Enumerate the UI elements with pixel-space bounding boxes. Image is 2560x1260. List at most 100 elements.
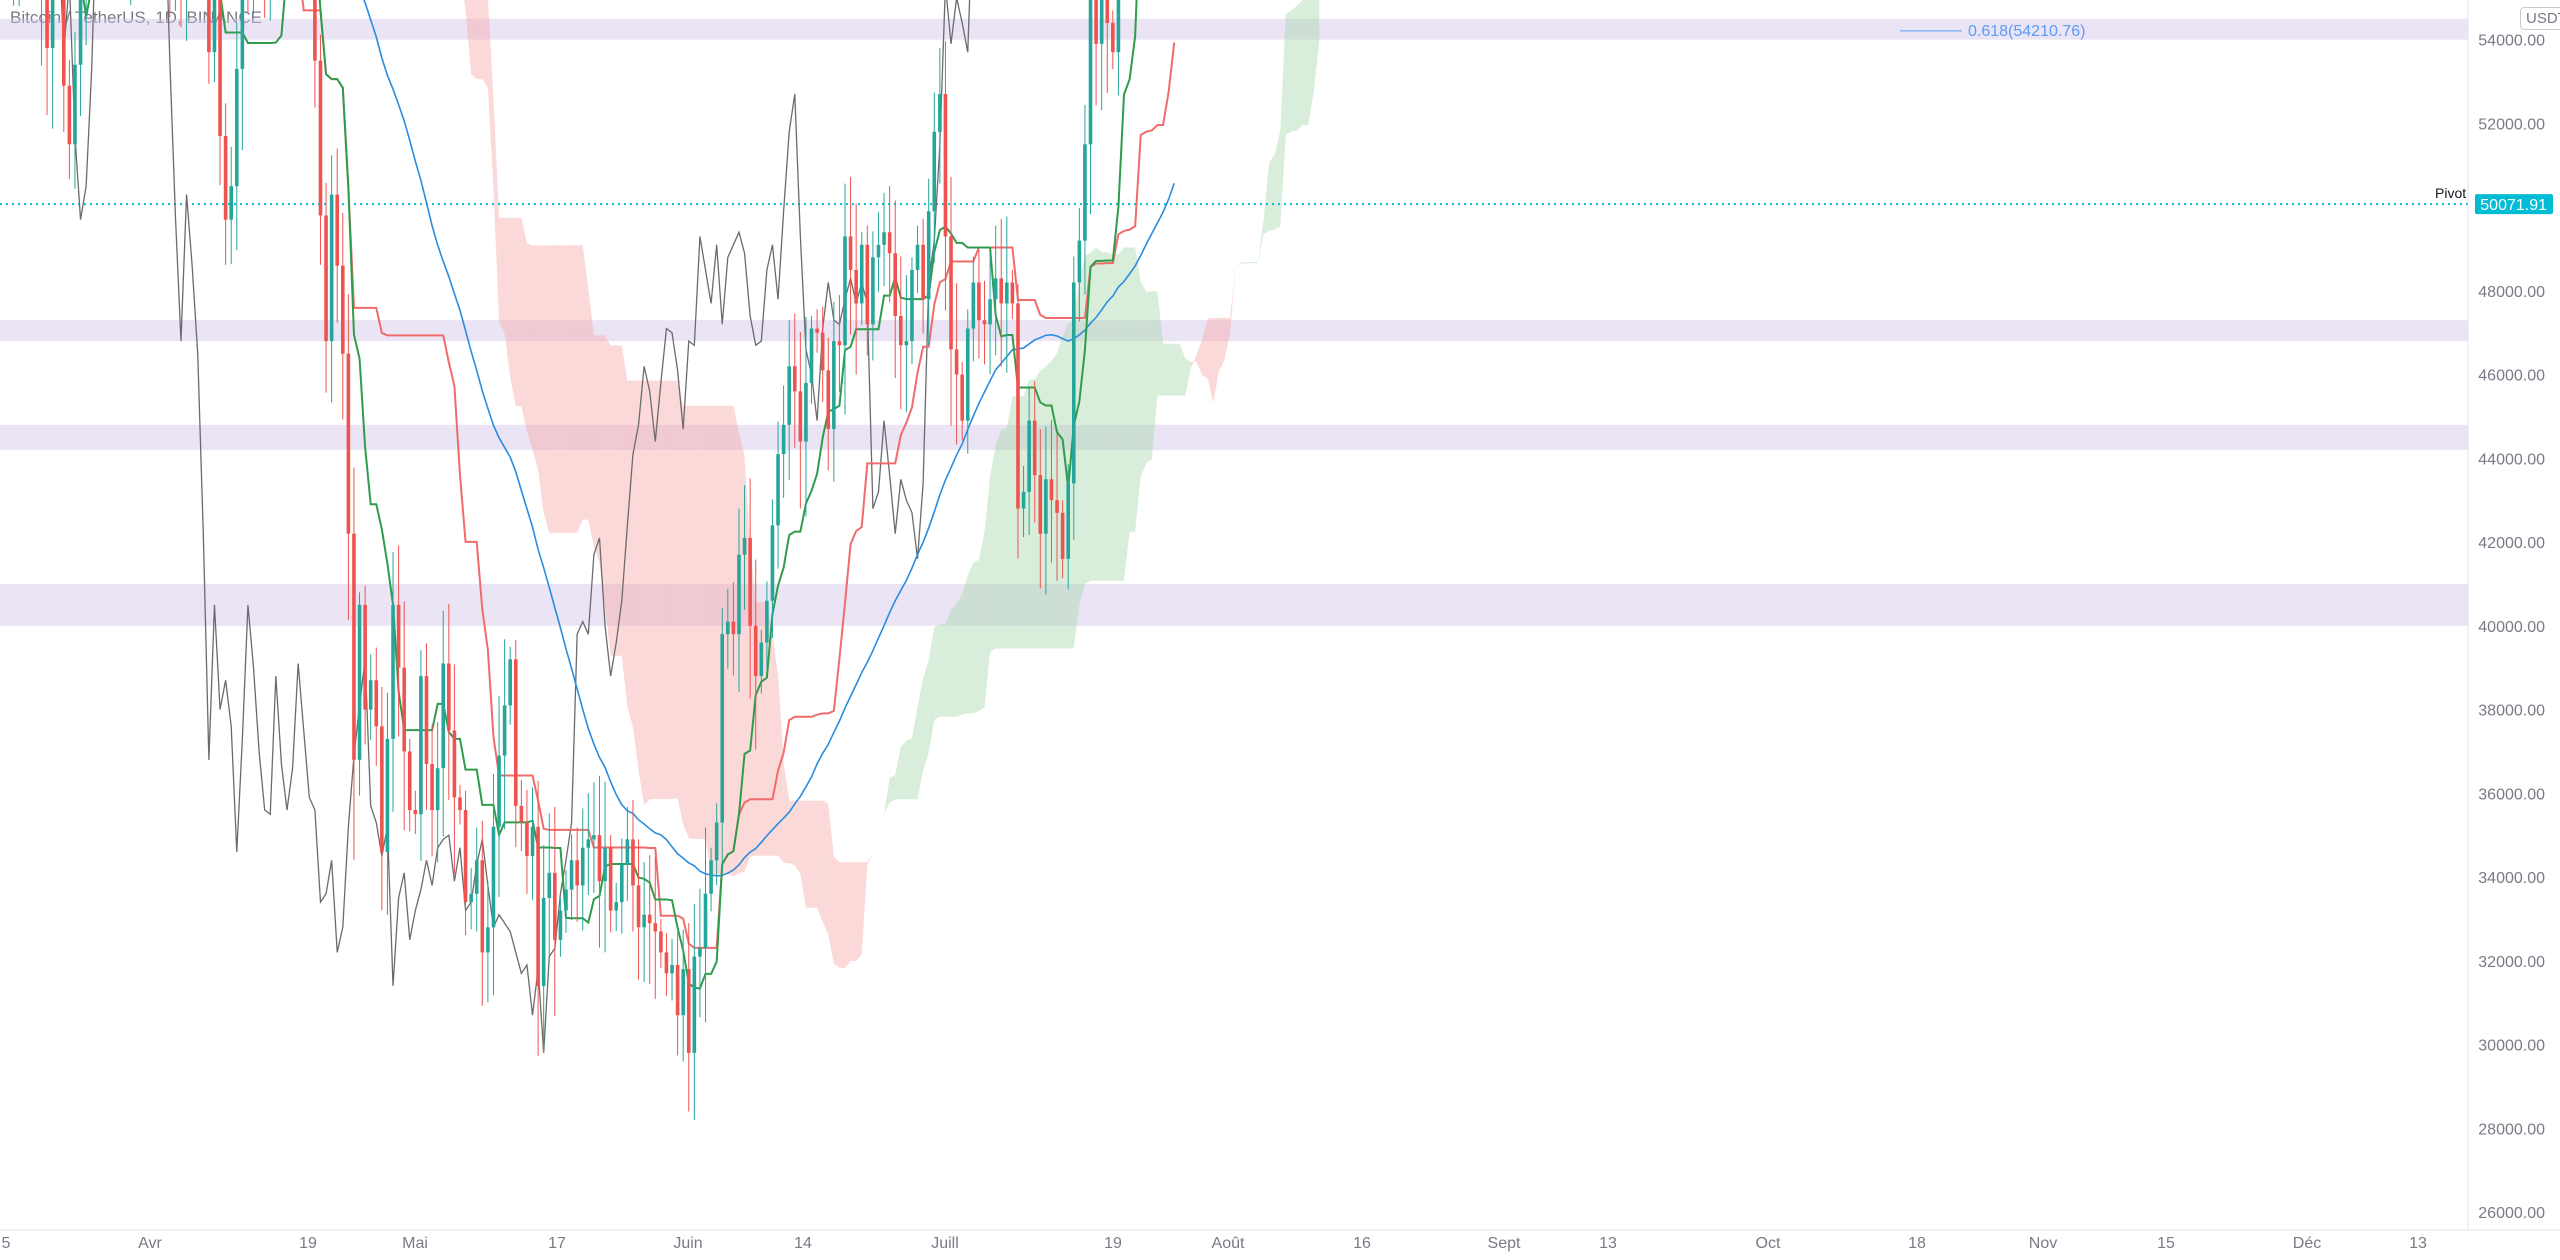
indicator-lines — [60, 0, 1176, 1053]
cloud-segment — [805, 800, 812, 908]
candle-body — [625, 839, 630, 865]
time-tick-label: Mai — [402, 1235, 428, 1252]
cloud-segment — [660, 380, 667, 799]
candle-body — [1010, 282, 1015, 304]
candle-body — [792, 366, 797, 392]
price-axis[interactable]: 26000.00 28000.00 30000.00 32000.00 34000.00… — [2467, 0, 2545, 1230]
cloud-segment — [499, 217, 505, 334]
time-tick-label: 5 — [2, 1235, 11, 1252]
candle-body — [954, 349, 959, 375]
cloud-segment — [1107, 252, 1113, 581]
cloud-segment — [744, 456, 751, 872]
cloud-segment — [1135, 247, 1141, 532]
candle-body — [943, 94, 948, 237]
candle-body — [731, 621, 736, 635]
cloud-segment — [493, 97, 500, 322]
moving-average-line — [363, 0, 1175, 877]
candle-body — [491, 826, 496, 928]
cloud-segment — [978, 532, 985, 711]
candle-body — [419, 676, 423, 815]
cloud-segment — [1296, 0, 1303, 131]
cloud-segment — [577, 245, 583, 533]
candle-body — [207, 0, 211, 53]
cloud-segment — [1207, 317, 1214, 403]
zone-band — [0, 18, 2468, 40]
cloud-segment — [621, 345, 628, 708]
candle-body — [1005, 282, 1009, 304]
candle-body — [50, 0, 55, 49]
time-tick-label: 13 — [2409, 1235, 2427, 1252]
candle-body — [396, 604, 401, 668]
cloud-segment — [1274, 131, 1281, 230]
candle-body — [1021, 491, 1026, 509]
cloud-segment — [951, 603, 957, 717]
cloud-segment — [515, 217, 522, 407]
cloud-segment — [677, 380, 684, 825]
candle-body — [642, 914, 646, 928]
candle-body — [965, 328, 970, 421]
candle-body — [1016, 303, 1020, 509]
cloud-segment — [1218, 317, 1225, 372]
cloud-segment — [733, 405, 739, 877]
candle-body — [363, 604, 367, 710]
fib-label: 0.618(54210.76) — [1968, 23, 2085, 40]
candle-body — [424, 676, 429, 764]
candle-body — [820, 332, 825, 371]
fibonacci-extension: 1.618(77852.76)1.44(73644.48)1.272(69672… — [1900, 23, 2085, 40]
time-axis[interactable]: 5 Avr 19 Mai 17 Juin 14 Juill 19 Août 16 Sept 13 Oct 1… — [0, 1229, 2560, 1252]
candle-body — [580, 847, 585, 886]
candle-body — [62, 0, 66, 86]
candle-body — [720, 634, 725, 823]
candle-body — [391, 604, 395, 739]
cloud-segment — [1308, 0, 1314, 125]
candle-body — [843, 236, 847, 346]
cloud-segment — [833, 856, 840, 968]
time-tick-label: 13 — [1599, 1235, 1617, 1252]
candle-body — [402, 667, 406, 752]
candle-body — [910, 269, 914, 342]
candle-body — [463, 810, 468, 903]
candle-body — [541, 897, 546, 986]
candle-body — [513, 659, 518, 806]
cloud-segment — [1185, 358, 1191, 396]
candle-body — [832, 341, 836, 430]
zone-band — [0, 320, 2468, 342]
cloud-segment — [616, 345, 622, 656]
candle-body — [882, 232, 886, 245]
cloud-segment — [822, 800, 829, 935]
candle-body — [1066, 483, 1070, 559]
cloud-segment — [872, 851, 879, 855]
cloud-segment — [895, 747, 901, 800]
currency-button[interactable]: USDT — [2520, 7, 2560, 30]
candle-body — [368, 680, 373, 710]
cloud-segment — [939, 624, 946, 717]
price-tags: 80030.6270458.3867802.5866498.1409:22:25… — [2475, 194, 2553, 215]
time-tick-label: 17 — [548, 1235, 566, 1252]
price-tick-label: 54000.00 — [2478, 33, 2545, 50]
candle-body — [502, 705, 507, 756]
candle-body — [1088, 0, 1093, 145]
cloud-segment — [487, 0, 494, 188]
candle-body — [430, 763, 434, 811]
candle-body — [240, 0, 245, 69]
cloud-segment — [945, 610, 952, 717]
candle-body — [971, 282, 976, 329]
cloud-segment — [794, 800, 801, 874]
cloud-segment — [1252, 261, 1258, 264]
candle-body — [787, 366, 791, 425]
price-tick-label: 46000.00 — [2478, 368, 2545, 385]
cloud-segment — [1151, 291, 1158, 460]
cloud-segment — [1163, 343, 1169, 396]
candle-body — [234, 68, 239, 187]
cloud-segment — [1230, 266, 1236, 334]
cloud-segment — [1006, 396, 1013, 649]
support-resistance-zones — [0, 18, 2468, 626]
candle-body — [837, 341, 842, 346]
candle-body — [776, 454, 780, 526]
candle-body — [848, 236, 853, 270]
candle-body — [78, 0, 83, 65]
candle-body — [742, 537, 747, 555]
time-tick-label: 19 — [1104, 1235, 1122, 1252]
cloud-segment — [1235, 262, 1242, 267]
